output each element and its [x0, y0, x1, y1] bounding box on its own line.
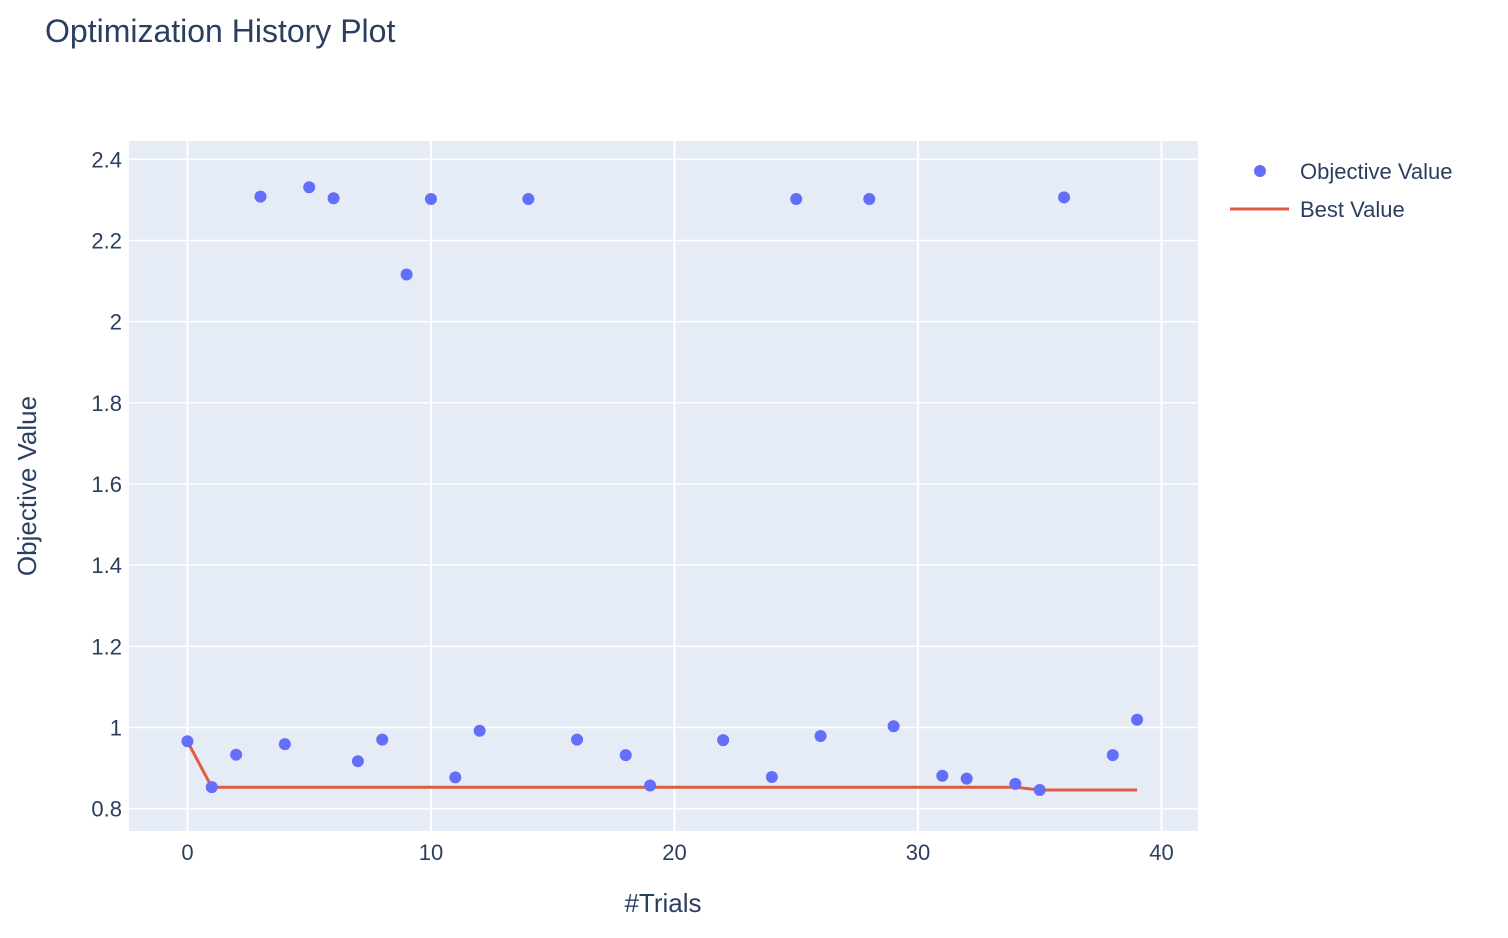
- objective-value-point[interactable]: [790, 193, 803, 206]
- objective-value-point[interactable]: [1033, 784, 1046, 797]
- x-tick-label: 10: [419, 840, 443, 865]
- chart-title: Optimization History Plot: [45, 13, 395, 49]
- x-tick-label: 40: [1149, 840, 1173, 865]
- y-tick-labels: 0.8 1 1.2 1.4 1.6 1.8 2 2.2 2.4: [91, 147, 122, 821]
- objective-value-point[interactable]: [181, 735, 194, 748]
- objective-value-point[interactable]: [717, 734, 730, 747]
- x-tick-label: 0: [181, 840, 193, 865]
- objective-value-point[interactable]: [522, 193, 535, 206]
- objective-value-point[interactable]: [765, 771, 778, 784]
- y-axis-title: Objective Value: [12, 396, 42, 576]
- x-tick-labels: 0 10 20 30 40: [181, 840, 1173, 865]
- objective-value-point[interactable]: [1009, 777, 1022, 790]
- y-tick-label: 1: [110, 716, 122, 741]
- y-tick-label: 1.6: [91, 472, 122, 497]
- series-layer: [181, 181, 1144, 797]
- legend-item-objective-value[interactable]: Objective Value: [1254, 159, 1452, 184]
- objective-value-point[interactable]: [1106, 749, 1119, 762]
- objective-value-point[interactable]: [936, 769, 949, 782]
- y-tick-label: 1.2: [91, 634, 122, 659]
- objective-value-point[interactable]: [376, 733, 389, 746]
- objective-value-point[interactable]: [351, 755, 364, 768]
- objective-value-point[interactable]: [887, 720, 900, 733]
- best-value-line: [186, 740, 1138, 792]
- y-tick-label: 2: [110, 310, 122, 335]
- objective-value-point[interactable]: [424, 193, 437, 206]
- objective-value-point[interactable]: [278, 738, 291, 751]
- objective-value-point[interactable]: [814, 730, 827, 743]
- legend[interactable]: Objective Value Best Value: [1230, 159, 1452, 222]
- objective-value-point[interactable]: [571, 733, 584, 746]
- y-tick-label: 1.4: [91, 553, 122, 578]
- legend-label-objective-value: Objective Value: [1300, 159, 1452, 184]
- x-tick-label: 20: [662, 840, 686, 865]
- objective-value-point[interactable]: [230, 748, 243, 761]
- objective-value-point[interactable]: [254, 190, 267, 203]
- y-tick-label: 1.8: [91, 391, 122, 416]
- objective-value-point[interactable]: [327, 192, 340, 205]
- objective-value-point[interactable]: [863, 193, 876, 206]
- plot-area: [129, 141, 1198, 831]
- objective-value-point[interactable]: [644, 779, 657, 792]
- legend-label-best-value: Best Value: [1300, 197, 1405, 222]
- y-tick-label: 2.4: [91, 147, 122, 172]
- x-axis-title: #Trials: [624, 888, 701, 918]
- objective-value-point[interactable]: [960, 772, 973, 785]
- y-tick-label: 2.2: [91, 228, 122, 253]
- objective-value-point[interactable]: [473, 724, 486, 737]
- legend-marker-objective-value: [1254, 165, 1266, 177]
- objective-value-point[interactable]: [1131, 713, 1144, 726]
- legend-item-best-value[interactable]: Best Value: [1230, 197, 1405, 222]
- x-gridlines: [186, 141, 1163, 831]
- objective-value-point[interactable]: [303, 181, 316, 194]
- objective-value-point[interactable]: [619, 749, 632, 762]
- objective-value-point[interactable]: [205, 781, 218, 794]
- y-gridlines: [129, 158, 1198, 810]
- objective-value-point[interactable]: [400, 268, 413, 281]
- y-tick-label: 0.8: [91, 797, 122, 822]
- objective-value-point[interactable]: [449, 771, 462, 784]
- x-tick-label: 30: [906, 840, 930, 865]
- objective-value-point[interactable]: [1058, 191, 1071, 204]
